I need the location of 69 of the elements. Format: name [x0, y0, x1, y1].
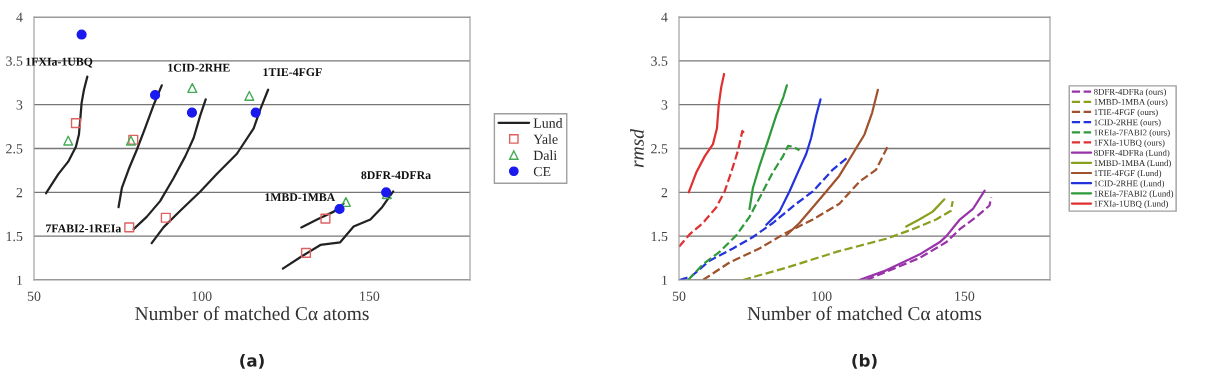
- x-tick-label: 150: [360, 291, 380, 301]
- y-tick-label: 1.5: [651, 231, 668, 242]
- legend-label: 1MBD-1MBA (Lund): [1094, 159, 1171, 168]
- point: [186, 107, 198, 118]
- legend-label: 8DFR-4DFRa (ours): [1094, 88, 1167, 97]
- annotation: 1MBD-1MBA: [265, 193, 336, 202]
- legend-label: 1MBD-1MBA (ours): [1094, 98, 1168, 107]
- y-tick-label: 1: [662, 275, 668, 285]
- point: [160, 212, 171, 223]
- line-series: [679, 129, 747, 248]
- legend-label: Dali: [533, 150, 557, 161]
- line-series: [741, 199, 954, 280]
- point: [149, 89, 161, 101]
- y-tick-label: 1: [17, 275, 23, 285]
- point: [334, 203, 345, 215]
- x-tick-label: 100: [192, 291, 212, 301]
- y-tick-label: 4: [16, 12, 23, 22]
- annotation: 1TIE-4FGF: [263, 68, 322, 77]
- legend-label: 1TIE-4FGF (ours): [1094, 108, 1158, 117]
- x-tick-label: 100: [812, 291, 832, 301]
- point: [320, 213, 331, 224]
- y-tick-label: 3.5: [6, 56, 23, 66]
- point: [76, 29, 87, 40]
- legend-label: Lund: [533, 118, 563, 128]
- y-tick-label: 1.5: [6, 231, 23, 242]
- point: [340, 196, 351, 208]
- point: [250, 107, 261, 118]
- point: [124, 222, 135, 233]
- y-tick-label: 2.5: [6, 144, 23, 154]
- line-series: [117, 84, 163, 209]
- x-axis-title: Number of matched Cα atoms: [135, 306, 369, 321]
- line-series: [687, 144, 801, 280]
- x-tick-label: 50: [672, 291, 686, 301]
- annotation: 8DFR-4DFRa: [361, 171, 431, 180]
- y-tick-label: 2: [661, 187, 668, 198]
- x-tick-label: 50: [27, 291, 41, 301]
- point: [244, 90, 255, 101]
- legend-label: 8DFR-4DFRa (Lund): [1094, 149, 1170, 158]
- annotation: 1CID-2RHE: [168, 63, 230, 72]
- text: (b): [852, 353, 877, 369]
- y-tick-label: 2: [16, 187, 23, 198]
- legend-label: 1TIE-4FGF (Lund): [1094, 170, 1162, 178]
- legend-label: 1CID-2RHE (Lund): [1094, 180, 1165, 189]
- point: [70, 117, 82, 129]
- line-series: [748, 84, 788, 211]
- legend-label: 1REIa-7FABI2 (Lund): [1094, 190, 1174, 199]
- text: (a): [240, 353, 264, 369]
- legend-label: 1FXIa-1UBQ (Lund): [1094, 200, 1168, 209]
- legend-label: 1REIa-7FABI2 (ours): [1094, 129, 1170, 138]
- annotation: 1FXIa-1UBQ: [26, 57, 93, 68]
- y-tick-label: 2.5: [651, 144, 668, 154]
- point: [187, 82, 198, 94]
- y-tick-label: 3.5: [651, 56, 668, 66]
- y-tick-label: 3: [16, 100, 23, 110]
- legend-label: 1FXIa-1UBQ (ours): [1094, 139, 1165, 148]
- legend-label: Yale: [533, 134, 558, 144]
- y-tick-label: 4: [661, 12, 668, 22]
- line-series: [687, 72, 726, 194]
- line-series: [44, 75, 89, 195]
- x-tick-label: 150: [955, 291, 975, 301]
- annotation: 7FABI2-1REIa: [46, 224, 122, 233]
- legend-label: 1CID-2RHE (ours): [1094, 119, 1161, 128]
- point: [300, 247, 312, 258]
- point: [63, 135, 74, 146]
- x-axis-title: Number of matched Cα atoms: [747, 306, 982, 321]
- line-series: [905, 198, 946, 228]
- y-tick-label: 3: [661, 100, 668, 110]
- legend-label: CE: [533, 166, 551, 177]
- y-axis-title: rmsd: [630, 129, 644, 168]
